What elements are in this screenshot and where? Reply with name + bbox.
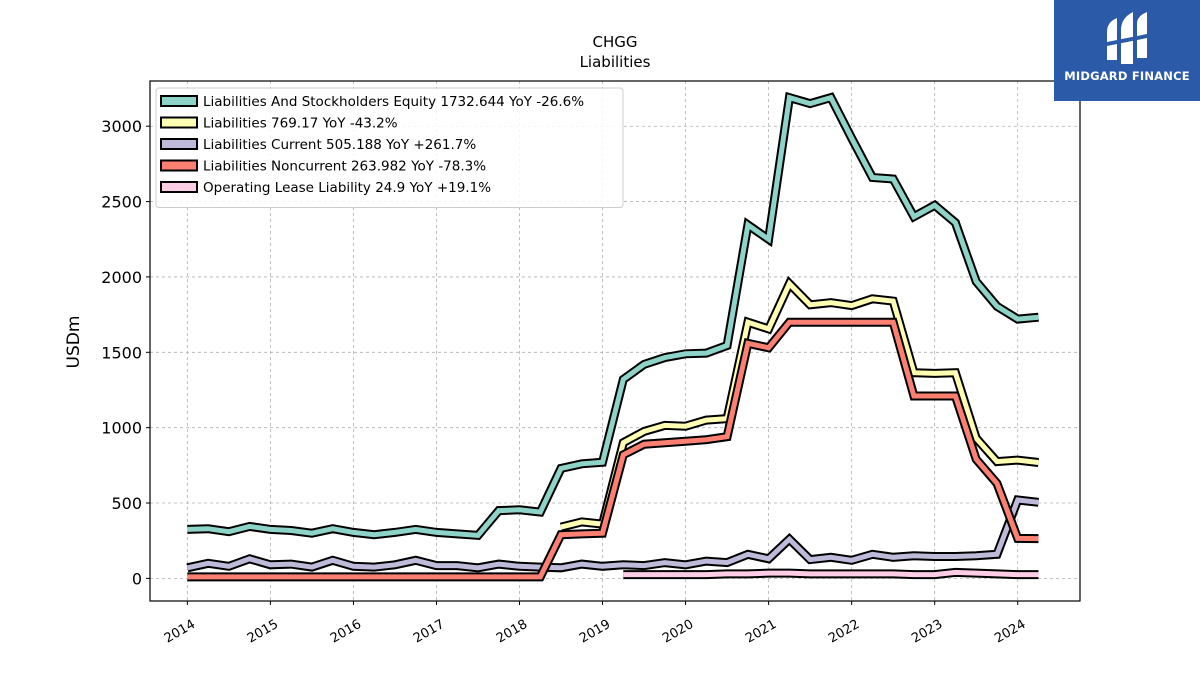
- series-line-liabilities-and-stockholders-equity: [187, 94, 1039, 538]
- plot-area-frame: [149, 80, 1081, 602]
- x-tick-label: 2015: [245, 617, 281, 647]
- x-tick-label: 2022: [826, 617, 862, 647]
- brand-name: MIDGARD FINANCE: [1064, 69, 1190, 83]
- chart-subtitle: Liabilities: [580, 53, 651, 71]
- midgard-logo-icon: [1107, 12, 1147, 64]
- y-tick-label: 3000: [101, 117, 142, 136]
- x-tick-label: 2017: [411, 617, 447, 647]
- series-line-liabilities-current: [186, 497, 1039, 571]
- x-tick-label: 2021: [743, 617, 779, 647]
- y-tick-label: 0: [132, 569, 142, 588]
- x-tick-label: 2014: [162, 617, 198, 647]
- y-tick-label: 1500: [101, 343, 142, 362]
- x-tick-label: 2024: [992, 617, 1028, 647]
- x-tick-label: 2016: [328, 617, 364, 647]
- midgard-finance-logo: MIDGARD FINANCE: [1054, 0, 1200, 101]
- x-tick-label: 2020: [660, 617, 696, 647]
- legend-label: Operating Lease Liability 24.9 YoY +19.1…: [203, 180, 491, 196]
- legend-label: Liabilities And Stockholders Equity 1732…: [203, 94, 584, 110]
- y-tick-label: 1000: [101, 419, 142, 438]
- y-tick-label: 500: [111, 494, 142, 513]
- legend-label: Liabilities Current 505.188 YoY +261.7%: [203, 137, 476, 153]
- legend: Liabilities And Stockholders Equity 1732…: [155, 87, 624, 208]
- y-tick-label: 2500: [101, 193, 142, 212]
- x-tick-label: 2019: [577, 617, 613, 647]
- grid-lines: [150, 81, 1080, 601]
- series-layer: [186, 91, 1040, 582]
- legend-box: [155, 87, 624, 208]
- series-line-operating-lease-liability: [623, 569, 1039, 578]
- legend-label: Liabilities Noncurrent 263.982 YoY -78.3…: [203, 159, 486, 175]
- y-axis-label: USDm: [64, 316, 84, 369]
- y-tick-label: 2000: [101, 268, 142, 287]
- series-line-liabilities-noncurrent: [187, 319, 1039, 580]
- series-line-liabilities: [560, 279, 1039, 530]
- x-tick-label: 2018: [494, 617, 530, 647]
- legend-swatch: [160, 159, 198, 172]
- chart-title: CHGG: [593, 33, 638, 51]
- legend-label: Liabilities 769.17 YoY -43.2%: [203, 116, 398, 132]
- legend-swatch: [160, 181, 198, 193]
- legend-swatch: [160, 95, 198, 107]
- legend-swatch: [160, 116, 198, 129]
- x-tick-label: 2023: [909, 617, 945, 647]
- legend-swatch: [160, 138, 198, 150]
